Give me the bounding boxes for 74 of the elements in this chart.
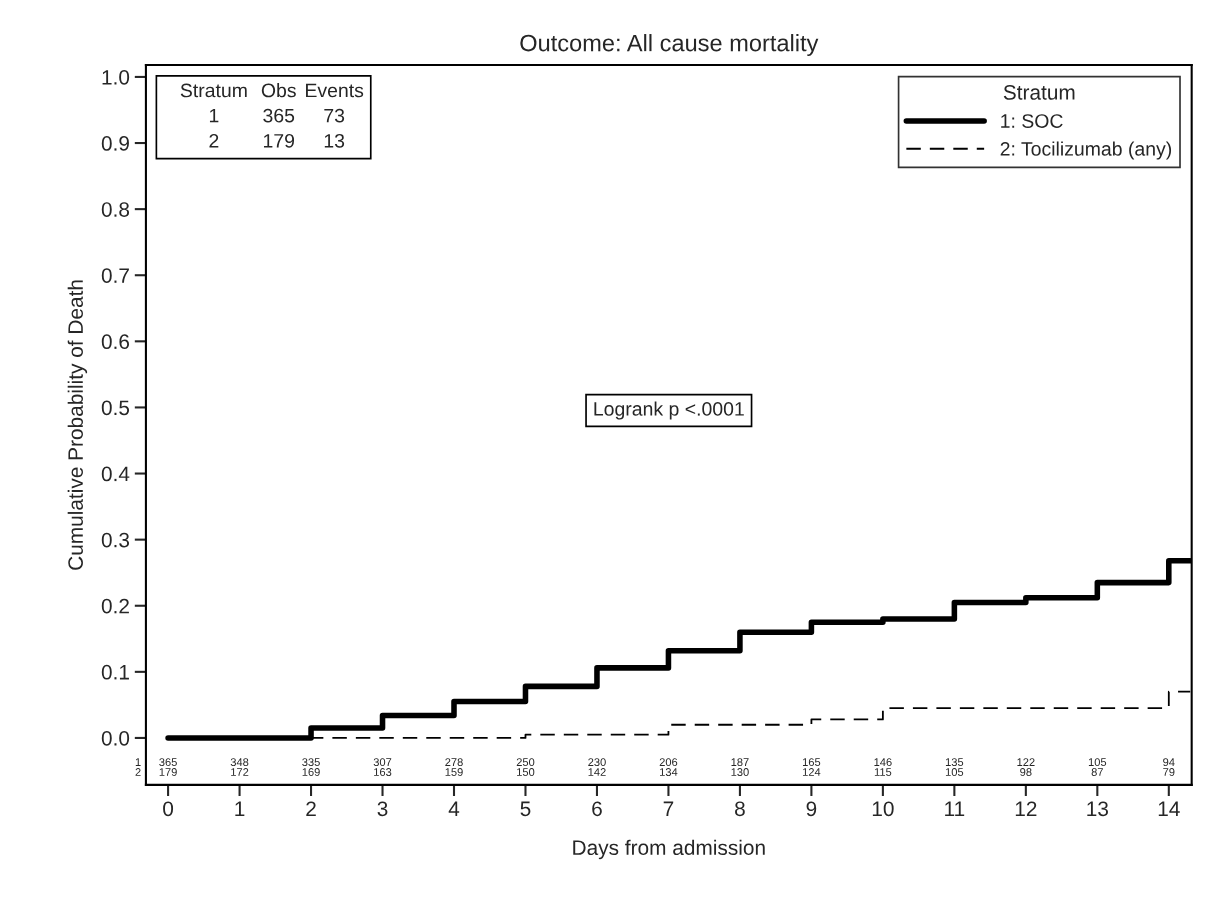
x-tick-label: 9 — [806, 801, 817, 817]
annotation: Obs — [261, 83, 296, 98]
x-tick-label: 0 — [163, 801, 174, 817]
x-tick-label: 1 — [235, 801, 245, 816]
annotation: 250 — [516, 758, 535, 767]
x-tick-label: 12 — [1015, 801, 1037, 816]
annotation: 134 — [660, 768, 678, 776]
annotation: 73 — [324, 108, 345, 123]
y-tick-label: 0.7 — [101, 268, 129, 283]
annotation: 79 — [1163, 768, 1175, 776]
y-tick-label: 0.9 — [101, 136, 129, 151]
legend-title: Stratum — [1003, 85, 1075, 100]
x-tick-label: 13 — [1087, 801, 1108, 817]
y-axis-title: Cumulative Probability of Death — [67, 280, 88, 570]
annotation: 150 — [517, 768, 535, 776]
annotation: 165 — [802, 758, 821, 767]
annotation: 94 — [1163, 758, 1175, 767]
annotation: 348 — [230, 758, 249, 767]
annotation: 163 — [374, 768, 392, 776]
annotation: 335 — [302, 758, 320, 767]
x-tick-label: 6 — [592, 801, 602, 817]
y-tick-label: 0.6 — [101, 334, 130, 350]
annotation: 87 — [1091, 768, 1103, 776]
annotation: 146 — [874, 758, 892, 767]
x-tick-label: 8 — [735, 801, 745, 817]
annotation: 179 — [159, 768, 177, 776]
annotation: 105 — [945, 768, 964, 776]
annotation: 105 — [1088, 758, 1107, 767]
x-tick-label: 4 — [448, 801, 460, 816]
annotation: Stratum — [180, 83, 247, 98]
x-tick-label: 7 — [663, 801, 674, 816]
x-tick-label: 2 — [306, 801, 316, 816]
y-tick-label: 0.1 — [101, 664, 129, 680]
annotation: 230 — [588, 758, 606, 767]
annotation: 172 — [231, 768, 249, 776]
annotation: Logrank p <.0001 — [594, 401, 744, 420]
annotation: 135 — [945, 758, 964, 767]
y-tick-label: 0.8 — [101, 202, 130, 217]
annotation: 115 — [874, 768, 892, 776]
annotation: 365 — [263, 108, 295, 123]
x-axis-title: Days from admission — [573, 839, 765, 860]
y-tick-label: 0.2 — [101, 598, 129, 614]
annotation: Events — [306, 83, 364, 98]
annotation: 206 — [659, 758, 678, 767]
annotation: 307 — [373, 758, 392, 767]
text: 2 — [135, 768, 141, 776]
x-tick-label: 3 — [377, 801, 388, 817]
annotation: 122 — [1017, 758, 1035, 766]
y-tick-label: 1.0 — [102, 69, 130, 85]
chart-title: Outcome: All cause mortality — [520, 34, 819, 57]
y-tick-label: 0.0 — [101, 730, 130, 746]
annotation: 2 — [209, 133, 219, 148]
annotation: 124 — [802, 768, 821, 776]
annotation: 130 — [731, 768, 749, 776]
x-tick-label: 5 — [520, 801, 531, 817]
annotation: 13 — [324, 133, 345, 148]
annotation: 98 — [1020, 768, 1032, 776]
annotation: 1 — [209, 108, 219, 123]
annotation: 278 — [445, 758, 463, 767]
legend-label: 2: Tocilizumab (any) — [1000, 141, 1172, 160]
x-tick-label: 10 — [872, 801, 894, 817]
annotation: 365 — [159, 758, 177, 767]
annotation: 179 — [263, 133, 295, 148]
text: 1 — [135, 758, 141, 766]
y-tick-label: 0.3 — [101, 532, 130, 548]
y-tick-label: 0.4 — [101, 466, 130, 482]
x-tick-label: 11 — [945, 801, 965, 816]
annotation: 142 — [588, 768, 606, 776]
x-tick-label: 14 — [1158, 801, 1180, 816]
annotation: 187 — [731, 758, 749, 767]
legend-label: 1: SOC — [1001, 114, 1063, 128]
y-tick-label: 0.5 — [101, 400, 130, 416]
annotation: 159 — [445, 768, 463, 776]
annotation: 169 — [302, 768, 320, 776]
